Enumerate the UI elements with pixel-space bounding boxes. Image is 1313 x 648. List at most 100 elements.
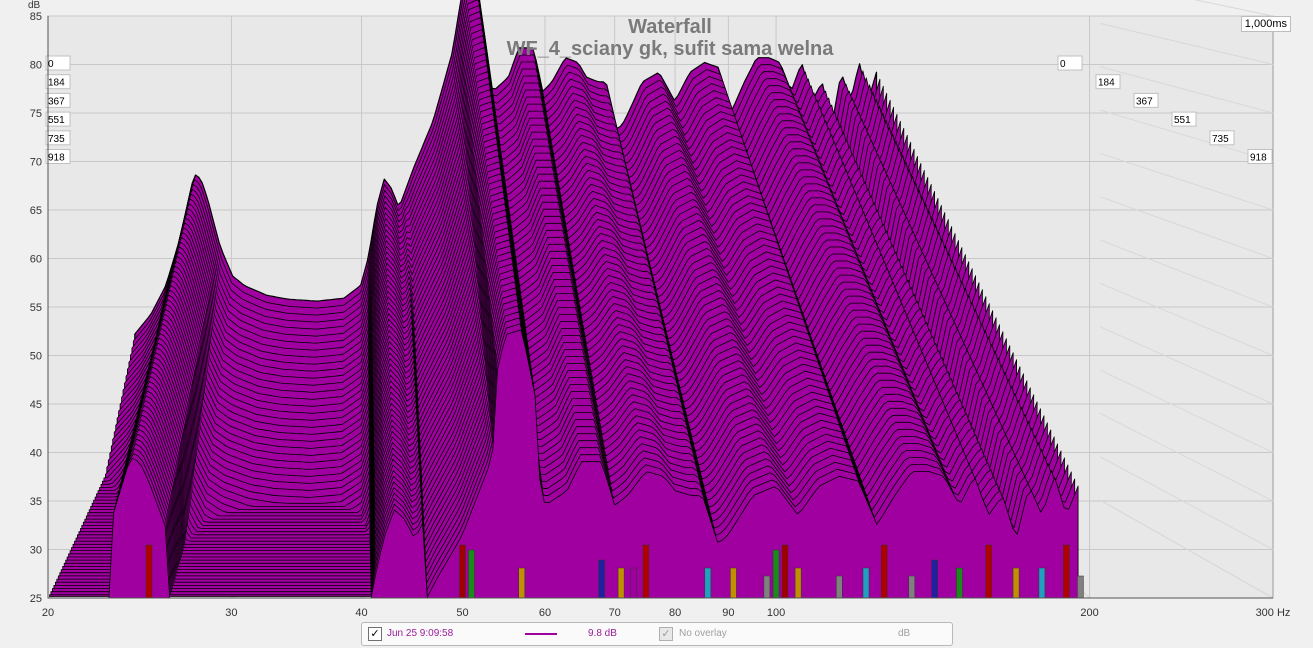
time-label-diag: 735 (1212, 134, 1229, 145)
marker-bar (794, 567, 802, 599)
time-label-left: 0 (48, 59, 54, 70)
legend-line-swatch (525, 633, 557, 635)
y-tick-label: 35 (30, 496, 42, 508)
marker-bar (931, 559, 938, 599)
wall-guide (1099, 499, 1274, 599)
x-tick-label: 200 (1080, 607, 1098, 619)
y-tick-label: 65 (30, 205, 42, 217)
wall-guide (1099, 152, 1274, 211)
y-tick-label: 25 (30, 593, 42, 605)
time-label-left: 918 (48, 153, 65, 164)
wall-guide (1099, 282, 1274, 356)
time-label-box-left (45, 149, 71, 164)
y-tick-label: 40 (30, 448, 42, 460)
x-tick-label: 40 (355, 607, 367, 619)
legend-overlay: No overlay (679, 628, 727, 639)
marker-bar (598, 559, 605, 599)
wall-guide (1099, 326, 1274, 405)
marker-bar (1077, 575, 1084, 599)
x-tick-label: 50 (456, 607, 468, 619)
y-tick-label: 50 (30, 351, 42, 363)
wall-guide (1099, 22, 1274, 65)
y-tick-label: 55 (30, 302, 42, 314)
wall-guide (1193, 0, 1274, 17)
marker-bar (781, 544, 789, 599)
y-tick-label: 45 (30, 399, 42, 411)
x-tick-label: 70 (609, 607, 621, 619)
marker-bar (908, 575, 916, 599)
time-label-left: 551 (48, 115, 65, 126)
marker-bar (956, 567, 963, 599)
marker-bar (459, 544, 466, 599)
time-label-box-left (45, 74, 71, 90)
time-label-diag: 551 (1174, 115, 1191, 126)
time-label-box-diag (1171, 111, 1197, 127)
time-label-left: 735 (48, 134, 65, 145)
time-readout: 1,000ms (1240, 16, 1291, 32)
time-label-box-diag (1209, 130, 1235, 146)
marker-bar (642, 544, 650, 599)
y-tick-label: 70 (30, 157, 42, 169)
y-tick-label: 85 (30, 11, 42, 23)
time-label-diag: 918 (1250, 153, 1267, 164)
marker-bar (518, 567, 526, 599)
wall-guide (1099, 369, 1274, 453)
x-tick-label: 100 (767, 607, 785, 619)
chart-subtitle: WF_4_sciany gk, sufit sama welna (506, 38, 834, 60)
marker-bar (763, 575, 771, 599)
time-label-left: 367 (48, 96, 65, 107)
chart-title: Waterfall (628, 16, 712, 38)
time-label-box-diag (1095, 74, 1121, 90)
marker-bar (862, 567, 870, 599)
y-tick-label: 30 (30, 545, 42, 557)
time-label-box-left (45, 130, 71, 146)
y-tick-label: 80 (30, 60, 42, 72)
marker-bar (145, 544, 153, 599)
wall-guide (1099, 196, 1274, 259)
marker-bar (617, 567, 625, 599)
measurement-checkbox[interactable]: ✓ (368, 627, 382, 641)
wall-guide (1099, 456, 1274, 550)
legend-smoothing: 9.8 dB (588, 628, 617, 639)
time-label-diag: 367 (1136, 96, 1153, 107)
y-tick-label: 75 (30, 108, 42, 120)
marker-bar (704, 567, 712, 599)
time-label-diag: 184 (1098, 78, 1115, 89)
legend-bar: ✓ Jun 25 9:09:58 9.8 dB ✓ No overlay dB (361, 622, 953, 646)
time-label-box-diag (1133, 92, 1159, 108)
x-tick-label: 80 (669, 607, 681, 619)
wall-guide (1099, 66, 1274, 114)
marker-bar (985, 544, 992, 599)
time-label-box-left (45, 55, 71, 71)
time-label-diag: 0 (1060, 59, 1066, 70)
wall-guide (1099, 109, 1274, 162)
time-label-box-diag (1057, 55, 1083, 71)
x-tick-label: 300 Hz (1256, 607, 1291, 619)
legend-date: Jun 25 9:09:58 (387, 628, 454, 639)
wall-guide (1099, 412, 1274, 502)
x-tick-label: 90 (722, 607, 734, 619)
marker-bar (772, 549, 780, 599)
marker-bar (1012, 567, 1020, 599)
marker-bar (880, 544, 888, 599)
marker-bar (1063, 544, 1070, 599)
time-label-box-left (45, 111, 71, 127)
legend-unit: dB (898, 628, 911, 639)
overlay-checkbox[interactable]: ✓ (659, 627, 673, 641)
x-tick-label: 20 (42, 607, 54, 619)
marker-bar (1038, 567, 1046, 599)
marker-bar (836, 575, 843, 599)
marker-bar (730, 567, 737, 599)
time-label-box-diag (1247, 149, 1273, 164)
marker-bar (630, 567, 637, 599)
y-unit-label: dB (28, 0, 41, 11)
wall-guide (1099, 239, 1274, 308)
x-tick-label: 60 (539, 607, 551, 619)
time-label-box-left (45, 92, 71, 108)
time-label-left: 184 (48, 78, 65, 89)
marker-bar (468, 549, 475, 599)
x-tick-label: 30 (225, 607, 237, 619)
y-tick-label: 60 (30, 254, 42, 266)
